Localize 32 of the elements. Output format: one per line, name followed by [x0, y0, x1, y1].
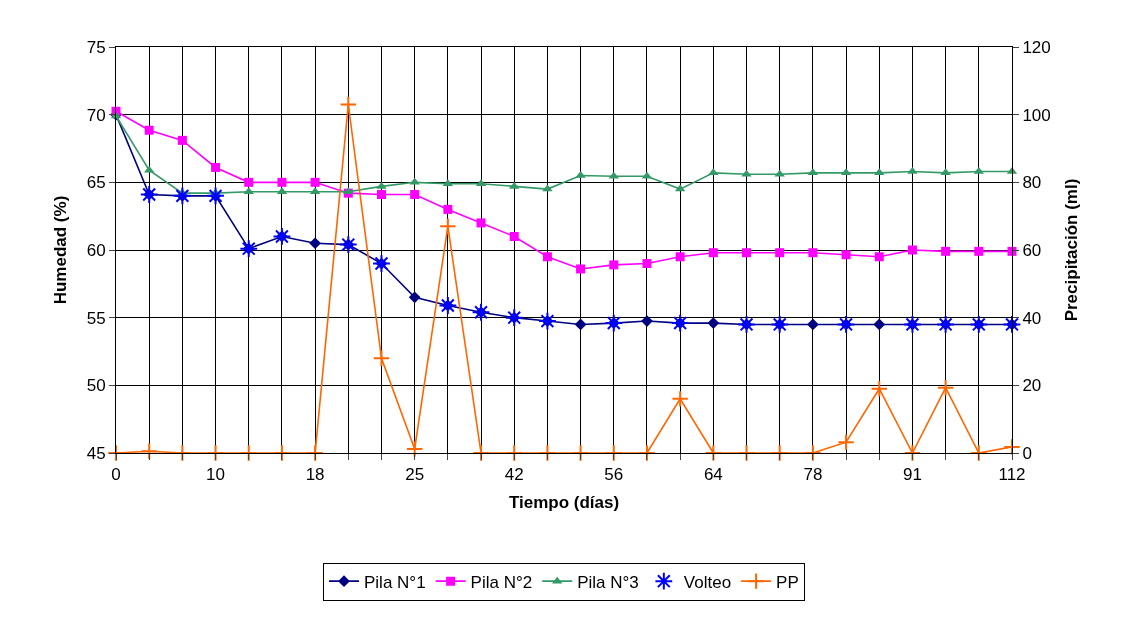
- y2-tick-label: 40: [1022, 308, 1042, 328]
- y-tick-label: 75: [86, 37, 106, 57]
- x-tick-label: 78: [803, 465, 823, 485]
- legend-label: Volteo: [683, 572, 732, 592]
- y-tick-label: 55: [86, 308, 106, 328]
- x-tick-label: 25: [405, 465, 425, 485]
- y2-tick-label: 60: [1022, 240, 1042, 260]
- y2-tick-label: 0: [1022, 443, 1032, 463]
- x-axis-title: Tiempo (días): [508, 492, 620, 512]
- y2-tick-label: 120: [1022, 37, 1051, 57]
- legend-label: PP: [776, 572, 799, 592]
- y-tick-label: 45: [86, 443, 106, 463]
- x-tick-label: 91: [902, 465, 922, 485]
- y-tick-label: 65: [86, 173, 106, 193]
- y-tick-label: 50: [86, 376, 106, 396]
- x-tick-label: 18: [305, 465, 325, 485]
- x-tick-label: 0: [111, 465, 121, 485]
- y2-tick-label: 100: [1022, 105, 1051, 125]
- y-tick-label: 60: [86, 240, 106, 260]
- legend-label: Pila N°3: [577, 572, 639, 592]
- x-tick-label: 10: [206, 465, 226, 485]
- x-tick-label: 112: [998, 465, 1026, 485]
- legend-label: Pila N°2: [470, 572, 533, 592]
- x-tick-label: 42: [504, 465, 524, 485]
- x-tick-label: 64: [703, 465, 723, 485]
- y2-tick-label: 80: [1022, 173, 1042, 193]
- y-tick-label: 70: [86, 105, 106, 125]
- x-tick-label: 56: [604, 465, 624, 485]
- legend-label: Pila N°1: [364, 572, 426, 592]
- y2-tick-label: 20: [1022, 376, 1042, 396]
- y2-axis-title: Precipitación (ml): [1062, 178, 1082, 322]
- y-axis-title: Humedad (%): [51, 195, 71, 305]
